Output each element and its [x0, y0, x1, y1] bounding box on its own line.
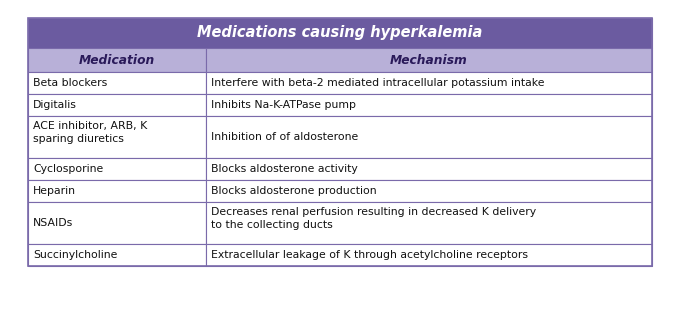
Bar [28, 18, 652, 48]
Bar [206, 48, 652, 72]
Bar [206, 72, 652, 94]
Bar [206, 202, 652, 244]
Text: ACE inhibitor, ARB, K
sparing diuretics: ACE inhibitor, ARB, K sparing diuretics [33, 121, 148, 144]
Text: Medications causing hyperkalemia: Medications causing hyperkalemia [197, 26, 483, 40]
Text: Beta blockers: Beta blockers [33, 78, 107, 88]
Bar [206, 180, 652, 202]
Text: Blocks aldosterone activity: Blocks aldosterone activity [211, 164, 358, 174]
Bar [28, 72, 206, 94]
Bar [206, 244, 652, 266]
Bar [206, 94, 652, 116]
Text: Mechanism: Mechanism [390, 53, 468, 66]
Bar [28, 180, 206, 202]
Text: Decreases renal perfusion resulting in decreased K delivery
to the collecting du: Decreases renal perfusion resulting in d… [211, 207, 536, 230]
Text: Extracellular leakage of K through acetylcholine receptors: Extracellular leakage of K through acety… [211, 250, 528, 260]
Bar [28, 116, 206, 158]
Text: Succinylcholine: Succinylcholine [33, 250, 118, 260]
Text: Heparin: Heparin [33, 186, 76, 196]
Bar [28, 244, 206, 266]
Text: Cyclosporine: Cyclosporine [33, 164, 103, 174]
Text: Inhibits Na-K-ATPase pump: Inhibits Na-K-ATPase pump [211, 100, 356, 110]
Bar [28, 158, 206, 180]
Bar [28, 48, 206, 72]
Text: Digitalis: Digitalis [33, 100, 77, 110]
Text: Medication: Medication [79, 53, 155, 66]
Bar [206, 158, 652, 180]
Text: Inhibition of of aldosterone: Inhibition of of aldosterone [211, 132, 358, 142]
Text: Blocks aldosterone production: Blocks aldosterone production [211, 186, 377, 196]
Bar [206, 116, 652, 158]
Bar [28, 94, 206, 116]
Bar [28, 18, 652, 266]
Text: Interfere with beta-2 mediated intracellular potassium intake: Interfere with beta-2 mediated intracell… [211, 78, 544, 88]
Bar [28, 202, 206, 244]
Text: NSAIDs: NSAIDs [33, 218, 73, 228]
